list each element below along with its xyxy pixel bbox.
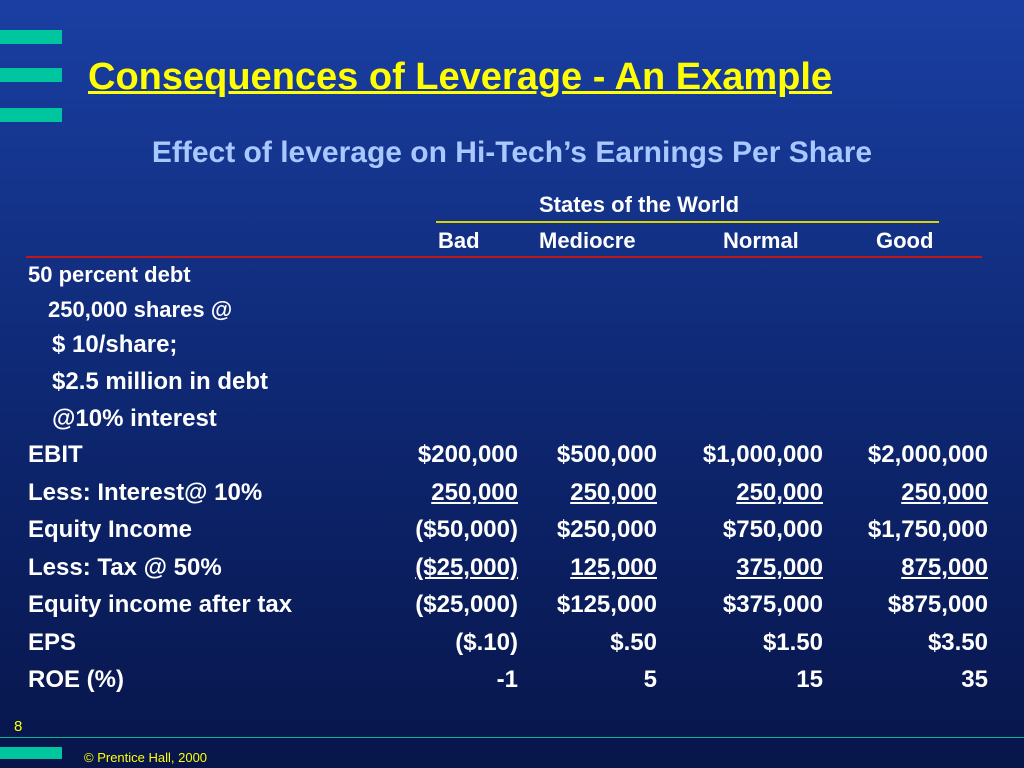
cell-good: 250,000 [901, 479, 988, 506]
slide-subtitle: Effect of leverage on Hi-Tech’s Earnings… [151, 136, 873, 169]
cell-normal: 375,000 [736, 554, 823, 581]
column-header-bad: Bad [438, 228, 480, 253]
cell-bad: -1 [496, 666, 518, 693]
cell-normal: 250,000 [736, 479, 823, 506]
footer-rule [0, 737, 1024, 738]
row-label: EPS [28, 629, 77, 656]
cell-bad: ($.10) [455, 629, 518, 656]
table-rule [26, 256, 982, 258]
cell-good: $2,000,000 [867, 441, 988, 468]
row-label: Less: Interest@ 10% [28, 479, 263, 506]
cell-good: $875,000 [887, 591, 988, 618]
cell-normal: $1.50 [762, 629, 823, 656]
cell-mediocre: 125,000 [570, 554, 657, 581]
cell-good: 35 [961, 666, 988, 693]
accent-bar-3 [0, 108, 62, 122]
accent-bar-1 [0, 30, 62, 44]
cell-bad: 250,000 [431, 479, 518, 506]
copyright-notice: © Prentice Hall, 2000 [84, 750, 208, 765]
page-number: 8 [14, 718, 23, 735]
states-of-world-header: States of the World [539, 192, 740, 217]
cell-good: $1,750,000 [867, 516, 988, 543]
cell-normal: $375,000 [722, 591, 823, 618]
cell-mediocre: 250,000 [570, 479, 657, 506]
row-label: Equity Income [28, 516, 193, 543]
column-header-good: Good [876, 228, 934, 253]
row-label: Less: Tax @ 50% [28, 554, 222, 581]
description-line-4: $2.5 million in debt [52, 368, 269, 395]
row-label: ROE (%) [28, 666, 124, 693]
footer-accent-bar [0, 747, 62, 759]
description-line-1: 50 percent debt [28, 262, 191, 287]
cell-mediocre: $500,000 [556, 441, 657, 468]
slide-title: Consequences of Leverage - An Example [88, 56, 833, 98]
accent-bar-2 [0, 68, 62, 82]
cell-mediocre: $125,000 [556, 591, 657, 618]
cell-normal: 15 [796, 666, 823, 693]
row-label: Equity income after tax [28, 591, 293, 618]
cell-bad: ($50,000) [415, 516, 518, 543]
description-line-2: 250,000 shares @ [48, 297, 233, 322]
row-label: EBIT [28, 441, 83, 468]
column-header-normal: Normal [723, 228, 799, 253]
description-line-5: @10% interest [52, 405, 217, 432]
cell-good: $3.50 [927, 629, 988, 656]
cell-mediocre: 5 [643, 666, 657, 693]
header-rule [436, 221, 939, 223]
cell-normal: $1,000,000 [702, 441, 823, 468]
cell-bad: ($25,000) [415, 591, 518, 618]
column-header-mediocre: Mediocre [539, 228, 636, 253]
cell-good: 875,000 [901, 554, 988, 581]
cell-bad: $200,000 [417, 441, 518, 468]
description-line-3: $ 10/share; [52, 331, 178, 358]
cell-bad: ($25,000) [415, 554, 518, 581]
cell-normal: $750,000 [722, 516, 823, 543]
cell-mediocre: $250,000 [556, 516, 657, 543]
cell-mediocre: $.50 [610, 629, 657, 656]
